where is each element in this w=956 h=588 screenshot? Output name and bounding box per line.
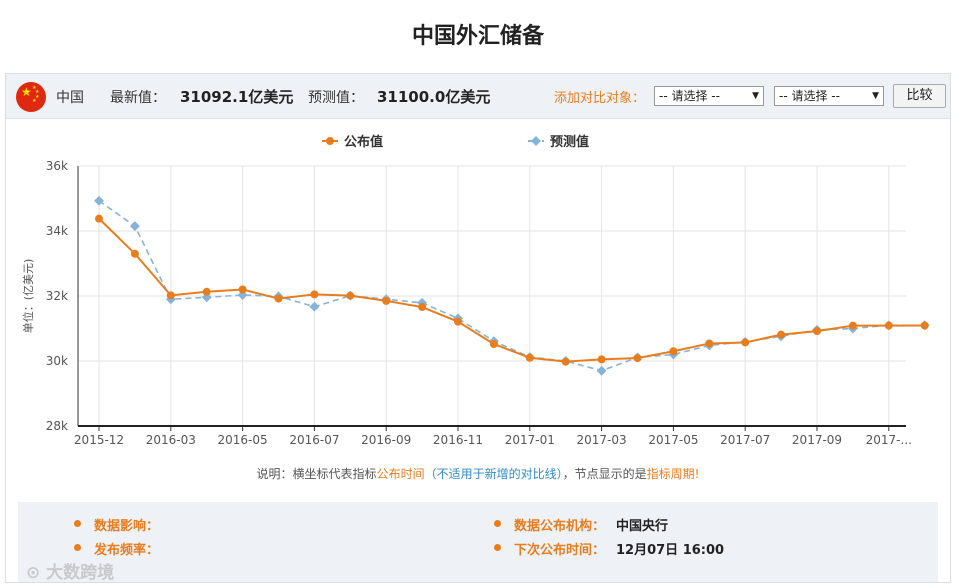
- x-tick-label: 2017-09: [792, 433, 842, 447]
- y-tick-label: 36k: [46, 159, 68, 173]
- next-release-value: 12月07日 16:00: [616, 543, 725, 558]
- compare-select-1-value: -- 请选择 --: [659, 89, 720, 103]
- chart-note: 说明：横坐标代表指标公布时间（不适用于新增的对比线），节点显示的是指标周期!: [0, 465, 956, 482]
- indicator-panel: ★ ★ ★ ★ ★ 中国 最新值： 31092.1亿美元 预测值： 31100.…: [5, 73, 951, 583]
- page-title: 中国外汇储备: [411, 24, 544, 49]
- chevron-down-icon: ▼: [872, 91, 879, 101]
- published-point: [633, 354, 642, 363]
- published-point: [382, 296, 391, 305]
- bullet-icon: [494, 520, 501, 527]
- x-tick-label: 2016-09: [361, 433, 411, 447]
- forecast-value-label: 预测值：: [308, 90, 364, 106]
- published-point: [274, 294, 283, 303]
- compare-select-2[interactable]: -- 请选择 -- ▼: [774, 86, 884, 106]
- published-point: [238, 285, 247, 294]
- publisher-value: 中国央行: [616, 519, 669, 534]
- published-point: [166, 291, 175, 300]
- note-end: !: [694, 467, 700, 481]
- published-point: [418, 303, 427, 312]
- x-tick-label: 2017-05: [648, 433, 698, 447]
- country-name: 中国: [56, 90, 84, 106]
- published-point: [525, 353, 534, 362]
- published-point: [130, 249, 139, 258]
- published-series-line: [98, 217, 925, 363]
- note-highlight-period: 指标周期: [646, 467, 695, 481]
- chevron-down-icon: ▼: [752, 91, 759, 101]
- next-release-label: 下次公布时间：: [514, 543, 606, 558]
- published-point: [489, 340, 498, 349]
- bullet-icon: [74, 520, 81, 527]
- x-tick-label: 2017-03: [577, 433, 627, 447]
- published-point: [884, 321, 893, 330]
- legend-marker: [531, 136, 541, 146]
- published-point: [669, 347, 678, 356]
- impact-label: 数据影响：: [94, 519, 160, 534]
- legend-label: 公布值: [344, 134, 383, 150]
- bullet-icon: [494, 544, 501, 551]
- forecast-point: [596, 365, 607, 376]
- published-point: [597, 355, 606, 364]
- compare-label: 添加对比对象：: [554, 91, 646, 106]
- latest-value: 31092.1亿美元: [180, 88, 294, 106]
- latest-value-label: 最新值：: [110, 90, 166, 106]
- published-point: [705, 339, 714, 348]
- x-tick-label: 2016-05: [218, 433, 268, 447]
- forecast-point: [309, 301, 320, 312]
- frequency-label: 发布频率：: [94, 543, 160, 558]
- note-prefix: 说明：横坐标代表指标: [256, 467, 377, 481]
- forecast-point: [94, 195, 104, 206]
- watermark-text: 大数跨境: [46, 563, 115, 583]
- x-tick-label: 2015-12: [74, 433, 124, 447]
- published-point: [813, 327, 821, 336]
- published-point: [346, 291, 355, 300]
- note-suffix: ，节点显示的是: [562, 467, 647, 481]
- published-point: [777, 330, 786, 339]
- y-tick-label: 28k: [46, 419, 68, 433]
- y-axis-label: 单位：(亿美元): [21, 259, 35, 334]
- x-tick-label: 2017-...: [866, 433, 912, 447]
- forecast-series-line: [98, 200, 925, 372]
- publisher-label: 数据公布机构：: [514, 519, 606, 534]
- watermark-logo: ⊙ 大数跨境: [26, 563, 115, 583]
- forecast-point: [129, 221, 140, 232]
- china-flag-icon: ★ ★ ★ ★ ★: [16, 82, 46, 112]
- compare-select-1[interactable]: -- 请选择 -- ▼: [654, 86, 764, 106]
- y-tick-label: 32k: [46, 289, 68, 303]
- forecast-value: 31100.0亿美元: [377, 88, 491, 106]
- compare-button[interactable]: 比较: [893, 84, 946, 108]
- published-point: [741, 338, 750, 347]
- x-tick-label: 2017-07: [720, 433, 770, 447]
- published-point: [920, 321, 929, 330]
- published-point: [95, 214, 103, 223]
- bullet-icon: [74, 544, 81, 551]
- published-point: [848, 321, 857, 330]
- line-chart: 28k 30k 32k 34k 36k 2015-12 2016-03 2016-05 2016…: [21, 134, 930, 447]
- x-tick-label: 2016-11: [433, 433, 483, 447]
- published-point: [561, 357, 570, 366]
- y-tick-label: 34k: [46, 224, 68, 238]
- published-point: [454, 317, 462, 326]
- legend-label: 预测值: [550, 134, 589, 150]
- x-tick-label: 2016-03: [146, 433, 196, 447]
- note-highlight-publish-time: 公布时间: [376, 467, 425, 481]
- info-box: 数据影响： 数据公布机构： 中国央行 发布频率： 下次公布时间： 12月07日 …: [18, 502, 938, 582]
- x-tick-label: 2017-01: [505, 433, 555, 447]
- published-point: [310, 290, 319, 299]
- published-point: [202, 287, 211, 296]
- indicator-header-bar: ★ ★ ★ ★ ★ 中国 最新值： 31092.1亿美元 预测值： 31100.…: [6, 74, 950, 119]
- note-middle: （不适用于新增的对比线）: [424, 467, 563, 481]
- compare-select-2-value: -- 请选择 --: [779, 89, 840, 103]
- legend-marker: [326, 137, 334, 145]
- x-tick-label: 2016-07: [289, 433, 339, 447]
- y-tick-label: 30k: [46, 354, 68, 368]
